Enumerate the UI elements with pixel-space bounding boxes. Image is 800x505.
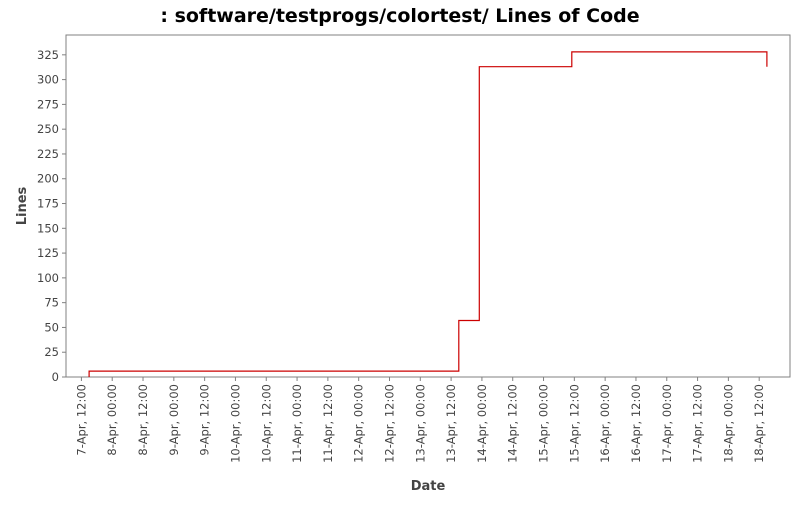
x-tick-label: 18-Apr, 12:00	[752, 384, 766, 463]
y-tick-label: 225	[37, 147, 59, 161]
y-axis: 0 25 50 75 100 125 150 175 200 225 250 275 300 325	[37, 48, 66, 384]
x-tick-label: 15-Apr, 12:00	[567, 384, 581, 463]
plot-area	[65, 34, 791, 378]
x-tick-label: 17-Apr, 12:00	[691, 384, 705, 463]
y-tick-label: 125	[37, 246, 59, 260]
x-tick-label: 12-Apr, 00:00	[352, 384, 366, 463]
x-tick-label: 16-Apr, 00:00	[598, 384, 612, 463]
y-tick-label: 275	[37, 97, 59, 111]
x-tick-label: 9-Apr, 00:00	[167, 384, 181, 456]
x-axis-label: Date	[411, 479, 446, 494]
x-tick-label: 15-Apr, 00:00	[537, 384, 551, 463]
x-tick-label: 11-Apr, 12:00	[321, 384, 335, 463]
y-tick-label: 175	[37, 197, 59, 211]
lines-of-code-series	[88, 51, 768, 377]
x-tick-label: 18-Apr, 00:00	[721, 384, 735, 463]
x-tick-label: 10-Apr, 00:00	[228, 384, 242, 463]
x-tick-label: 14-Apr, 00:00	[475, 384, 489, 463]
y-axis-label: Lines	[15, 186, 30, 225]
y-tick-label: 25	[44, 345, 59, 359]
x-tick-label: 11-Apr, 00:00	[290, 384, 304, 463]
x-axis: 7-Apr, 12:00 8-Apr, 00:00 8-Apr, 12:00 9-Ap…	[74, 377, 766, 463]
y-tick-label: 150	[37, 221, 59, 235]
y-tick-label: 200	[37, 172, 59, 186]
x-tick-label: 13-Apr, 12:00	[444, 384, 458, 463]
y-tick-label: 250	[37, 122, 59, 136]
x-tick-label: 14-Apr, 12:00	[506, 384, 520, 463]
x-tick-label: 17-Apr, 00:00	[660, 384, 674, 463]
y-tick-label: 50	[44, 320, 59, 334]
x-tick-label: 16-Apr, 12:00	[629, 384, 643, 463]
y-tick-label: 300	[37, 73, 59, 87]
x-tick-label: 8-Apr, 12:00	[136, 384, 150, 456]
y-tick-label: 100	[37, 271, 59, 285]
x-tick-label: 13-Apr, 00:00	[413, 384, 427, 463]
x-tick-label: 9-Apr, 12:00	[198, 384, 212, 456]
series-layer	[88, 51, 768, 377]
chart-title: : software/testprogs/colortest/ Lines of…	[160, 5, 639, 27]
x-tick-label: 8-Apr, 00:00	[105, 384, 119, 456]
y-tick-label: 0	[52, 370, 59, 384]
y-tick-label: 325	[37, 48, 59, 62]
x-tick-label: 10-Apr, 12:00	[259, 384, 273, 463]
x-tick-label: 12-Apr, 12:00	[382, 384, 396, 463]
y-tick-label: 75	[44, 296, 59, 310]
x-tick-label: 7-Apr, 12:00	[74, 384, 88, 456]
